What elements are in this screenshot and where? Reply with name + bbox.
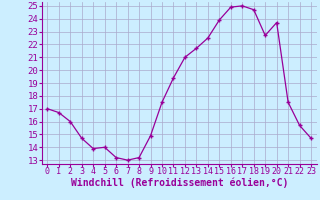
X-axis label: Windchill (Refroidissement éolien,°C): Windchill (Refroidissement éolien,°C)	[70, 178, 288, 188]
